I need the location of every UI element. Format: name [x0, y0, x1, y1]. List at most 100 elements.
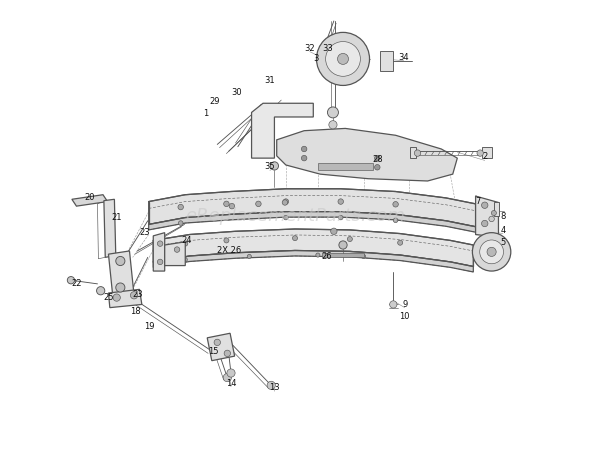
- Circle shape: [255, 202, 261, 207]
- Circle shape: [214, 340, 221, 346]
- Circle shape: [316, 34, 369, 86]
- Circle shape: [330, 229, 337, 235]
- Polygon shape: [277, 129, 457, 182]
- Circle shape: [327, 108, 339, 118]
- Circle shape: [158, 260, 163, 265]
- Circle shape: [270, 162, 278, 171]
- Text: 15: 15: [208, 346, 219, 355]
- Circle shape: [337, 54, 349, 65]
- Polygon shape: [109, 252, 134, 299]
- Bar: [494, 203, 499, 217]
- Circle shape: [293, 236, 297, 241]
- Text: 18: 18: [130, 306, 140, 315]
- Polygon shape: [104, 200, 116, 258]
- Text: 19: 19: [145, 322, 155, 331]
- Circle shape: [267, 381, 276, 390]
- Text: 26: 26: [322, 252, 332, 260]
- Circle shape: [183, 258, 187, 262]
- Bar: [379, 51, 394, 72]
- Text: 2X 26: 2X 26: [217, 246, 241, 255]
- Circle shape: [339, 216, 343, 220]
- Polygon shape: [153, 251, 473, 272]
- Circle shape: [393, 202, 398, 207]
- Text: 8: 8: [500, 211, 506, 220]
- Circle shape: [316, 253, 320, 257]
- Polygon shape: [109, 290, 142, 308]
- Text: 1: 1: [203, 109, 208, 118]
- Text: 33: 33: [323, 44, 333, 52]
- Text: 13: 13: [269, 382, 280, 392]
- Circle shape: [375, 165, 380, 171]
- Polygon shape: [251, 104, 313, 159]
- Polygon shape: [153, 230, 473, 267]
- Text: 23: 23: [132, 289, 143, 298]
- Text: 7: 7: [475, 197, 481, 206]
- Circle shape: [67, 277, 74, 284]
- Circle shape: [481, 221, 488, 227]
- Circle shape: [224, 202, 229, 207]
- Polygon shape: [149, 212, 476, 233]
- Circle shape: [414, 151, 421, 157]
- Text: 35: 35: [264, 162, 275, 171]
- Circle shape: [116, 283, 125, 292]
- Polygon shape: [72, 195, 107, 207]
- Circle shape: [491, 211, 496, 216]
- Circle shape: [480, 241, 503, 264]
- Text: 32: 32: [304, 44, 315, 52]
- Circle shape: [178, 221, 183, 226]
- Circle shape: [223, 374, 231, 382]
- Circle shape: [489, 217, 494, 222]
- Text: 34: 34: [398, 53, 409, 62]
- Circle shape: [362, 255, 366, 259]
- Circle shape: [130, 292, 137, 299]
- Circle shape: [375, 156, 380, 162]
- Circle shape: [481, 202, 488, 209]
- Text: 23: 23: [140, 227, 150, 236]
- Circle shape: [487, 248, 496, 257]
- Text: 10: 10: [399, 312, 410, 321]
- Circle shape: [183, 241, 188, 246]
- Polygon shape: [153, 233, 165, 271]
- Circle shape: [301, 147, 307, 152]
- Circle shape: [301, 156, 307, 162]
- Polygon shape: [207, 334, 235, 361]
- Circle shape: [329, 121, 337, 129]
- Circle shape: [326, 42, 360, 77]
- Circle shape: [284, 216, 288, 220]
- Text: 9: 9: [402, 299, 407, 308]
- Text: 5: 5: [500, 238, 506, 247]
- Circle shape: [229, 204, 235, 209]
- Text: 3: 3: [313, 54, 318, 63]
- Circle shape: [116, 257, 125, 266]
- Circle shape: [339, 241, 347, 250]
- Circle shape: [224, 238, 229, 243]
- Text: 29: 29: [209, 96, 220, 105]
- Circle shape: [224, 350, 231, 357]
- Bar: [318, 163, 373, 170]
- Circle shape: [227, 369, 235, 377]
- Text: 21: 21: [112, 212, 122, 221]
- Text: 2: 2: [482, 152, 487, 161]
- Circle shape: [178, 205, 183, 210]
- Circle shape: [348, 237, 352, 242]
- Polygon shape: [165, 242, 185, 266]
- Polygon shape: [149, 190, 476, 227]
- Circle shape: [398, 241, 403, 246]
- Polygon shape: [476, 196, 499, 238]
- Circle shape: [113, 294, 120, 302]
- Circle shape: [247, 255, 251, 259]
- Circle shape: [174, 247, 180, 253]
- Text: 24: 24: [181, 235, 191, 244]
- Text: 14: 14: [226, 378, 236, 387]
- Text: 25: 25: [103, 292, 114, 302]
- Circle shape: [338, 199, 343, 205]
- Text: 4: 4: [500, 225, 506, 234]
- Text: eReplacementParts.com: eReplacementParts.com: [185, 207, 405, 225]
- Circle shape: [477, 151, 483, 157]
- Text: 28: 28: [372, 154, 382, 163]
- Circle shape: [97, 287, 105, 295]
- Text: 30: 30: [231, 88, 242, 97]
- Circle shape: [282, 200, 288, 206]
- Circle shape: [158, 241, 163, 247]
- Circle shape: [394, 218, 398, 223]
